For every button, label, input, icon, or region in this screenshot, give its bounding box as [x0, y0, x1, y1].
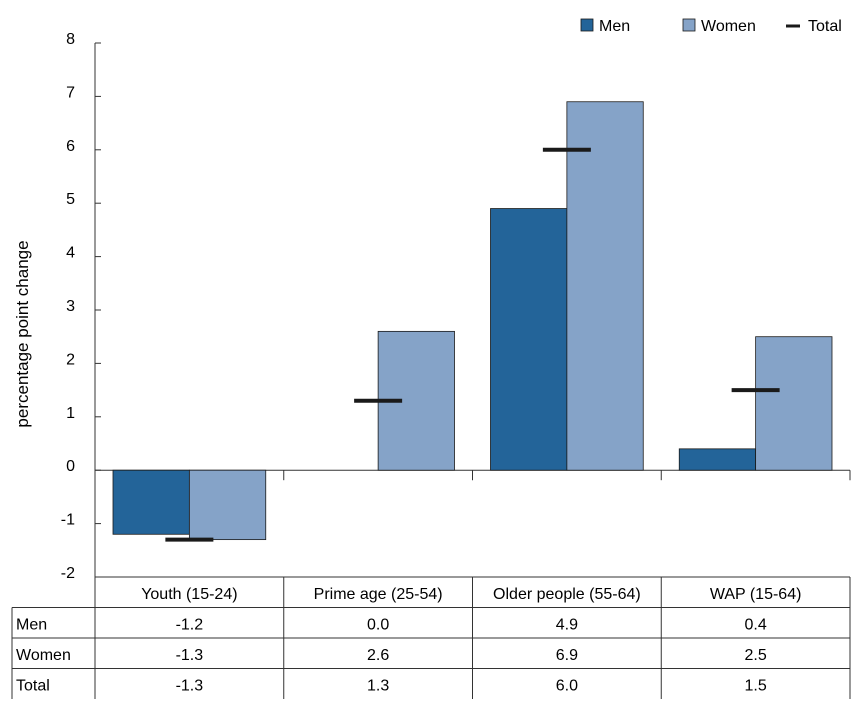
table-cell: 1.3: [367, 678, 389, 695]
plot-area: [95, 101, 851, 542]
x-tick-label: Older people (55-64): [493, 586, 641, 603]
table-row-label: Women: [16, 647, 71, 664]
table-cell: -1.3: [176, 647, 204, 664]
y-tick-label: 2: [66, 351, 75, 368]
table-cell: 2.5: [745, 647, 767, 664]
x-tick-label: Prime age (25-54): [314, 586, 443, 603]
table-row-label: Total: [16, 678, 50, 695]
y-tick-label: 4: [66, 245, 75, 262]
table-cell: 0.0: [367, 617, 389, 634]
y-tick-label: 5: [66, 191, 75, 208]
y-tick-label: 1: [66, 405, 75, 422]
bar-women: [188, 469, 267, 541]
y-tick-label: 6: [66, 138, 75, 155]
y-tick-label: 0: [66, 458, 75, 475]
legend-label-women: Women: [701, 18, 756, 35]
y-tick-label: 3: [66, 298, 75, 315]
table-cell: -1.3: [176, 678, 204, 695]
x-tick-label: WAP (15-64): [710, 586, 802, 603]
data-table: Youth (15-24) Prime age (25-54) Older peop…: [11, 576, 851, 699]
table-row-label: Men: [16, 617, 47, 634]
table-cell: 4.9: [556, 617, 578, 634]
legend-swatch-men: [580, 18, 594, 32]
table-cell: -1.2: [176, 617, 204, 634]
bar-men: [678, 448, 757, 471]
bar-women: [755, 336, 833, 471]
legend-label-men: Men: [599, 18, 630, 35]
y-axis-label: percentage point change: [13, 240, 32, 427]
y-tick-label: 7: [66, 84, 75, 101]
legend: Men Women Total: [580, 18, 842, 35]
bar-women: [566, 101, 644, 471]
bar-men: [112, 469, 190, 535]
table-cell: 1.5: [745, 678, 767, 695]
y-tick-label: -1: [61, 512, 75, 529]
y-axis: -2 -1 0 1 2 3 4 5 6 7 8: [61, 31, 101, 582]
y-tick-label: 8: [66, 31, 75, 48]
legend-label-total: Total: [808, 18, 842, 35]
legend-swatch-women: [682, 18, 696, 32]
y-tick-label: -2: [61, 565, 75, 582]
table-cell: 6.0: [556, 678, 578, 695]
table-cell: 2.6: [367, 647, 389, 664]
table-cell: 0.4: [745, 617, 767, 634]
x-tick-label: Youth (15-24): [141, 586, 237, 603]
table-cell: 6.9: [556, 647, 578, 664]
bar-men: [490, 208, 568, 471]
